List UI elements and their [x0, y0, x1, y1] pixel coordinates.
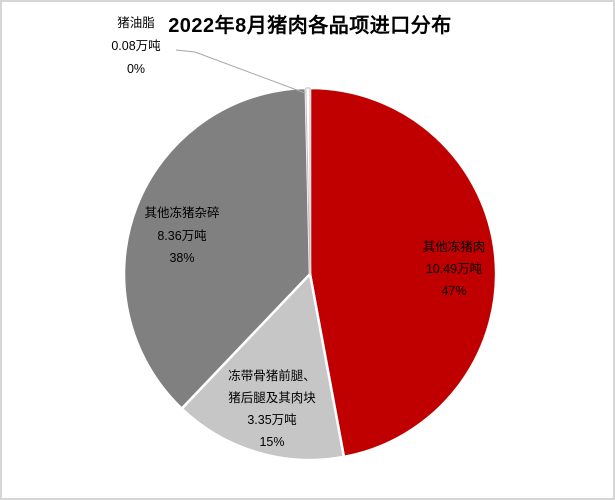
chart-title: 2022年8月猪肉各品项进口分布 — [168, 15, 452, 37]
slice-label-value: 0.08万吨 — [111, 39, 161, 53]
slice-label-frozen-offal: 其他冻猪杂碎 8.36万吨 38% — [144, 202, 219, 270]
callout-label-lard: 猪油脂 0.08万吨 0% — [111, 12, 160, 81]
slice-label-other-frozen-pork: 其他冻猪肉 10.49万吨 47% — [423, 236, 486, 302]
pie-slice-3 — [305, 87, 311, 275]
slice-label-value: 10.49万吨 — [425, 262, 483, 276]
slice-label-percent: 38% — [169, 251, 195, 265]
slice-label-name: 冻带骨猪前腿、 — [228, 369, 316, 383]
slice-label-name: 猪油脂 — [117, 16, 155, 30]
pie-slice-1 — [180, 272, 346, 462]
pie-slice-0 — [308, 86, 498, 459]
slice-label-value: 8.36万吨 — [157, 228, 207, 243]
slice-label-frozen-bone-in-legs: 冻带骨猪前腿、 猪后腿及其肉块 3.35万吨 15% — [228, 365, 316, 453]
pie-slice-2 — [122, 86, 312, 410]
slice-label-percent: 15% — [259, 435, 285, 449]
slice-label-name: 猪后腿及其肉块 — [228, 391, 316, 405]
slice-label-percent: 0% — [126, 62, 146, 76]
pie-slices — [122, 86, 498, 462]
slice-label-name: 其他冻猪杂碎 — [144, 206, 220, 220]
slice-label-percent: 47% — [441, 284, 467, 298]
slice-label-name: 其他冻猪肉 — [422, 240, 486, 254]
slice-label-value: 3.35万吨 — [247, 413, 297, 427]
leader-line — [175, 49, 306, 94]
